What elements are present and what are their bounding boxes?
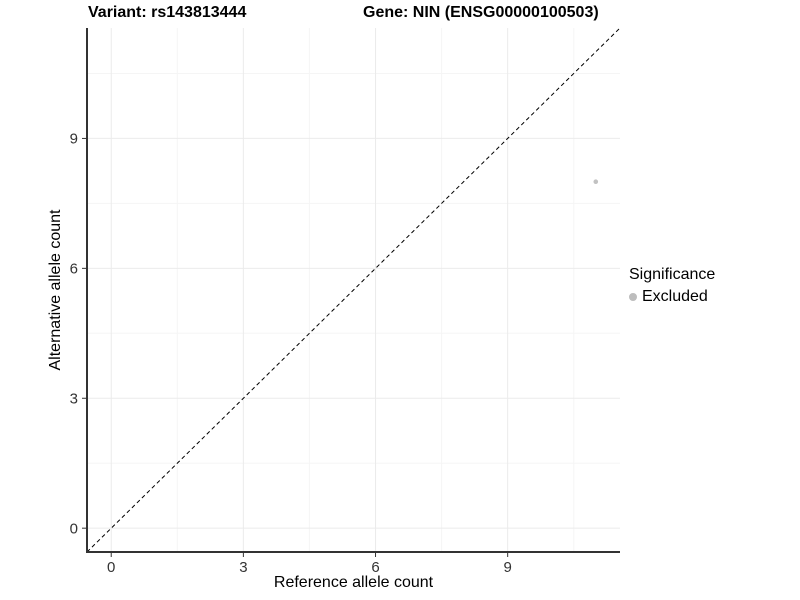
plot-title-variant: Variant: rs143813444: [88, 4, 247, 21]
y-tick-label: 6: [70, 261, 78, 278]
y-tick-label: 9: [70, 131, 78, 148]
y-tick-label: 3: [70, 391, 78, 408]
x-tick-label: 6: [371, 559, 379, 576]
legend: Significance Excluded: [629, 266, 715, 306]
y-tick-label: 0: [70, 520, 78, 537]
x-tick-label: 3: [239, 559, 247, 576]
legend-item-label: Excluded: [642, 288, 708, 305]
x-tick-label: 9: [504, 559, 512, 576]
x-tick-label: 0: [107, 559, 115, 576]
legend-title: Significance: [629, 266, 716, 283]
data-point: [593, 179, 599, 185]
identity-line: [86, 27, 621, 553]
plot-title-gene: Gene: NIN (ENSG00000100503): [363, 4, 599, 21]
x-axis-title: Reference allele count: [273, 574, 434, 591]
legend-item-excluded: Excluded: [629, 288, 715, 306]
point-swatch-icon: [629, 293, 637, 301]
y-axis-title: Alternative allele count: [47, 209, 64, 371]
